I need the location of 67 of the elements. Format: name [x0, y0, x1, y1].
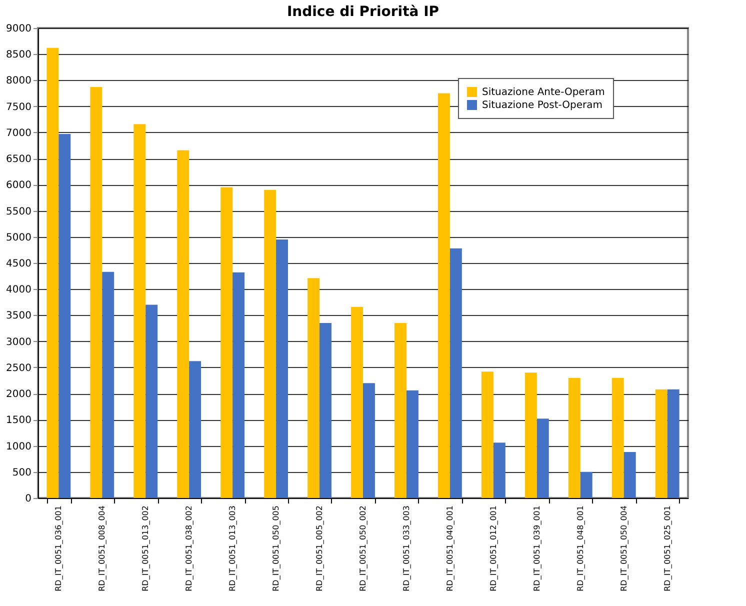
x-tick-label: RD_IT_0051_039_001 — [532, 506, 542, 592]
bar — [655, 389, 668, 498]
legend-label: Situazione Ante-Operam — [482, 87, 605, 98]
bar — [493, 442, 506, 498]
bar — [146, 304, 158, 498]
y-tick-label: 7000 — [6, 128, 32, 139]
x-tick-label: RD_IT_0051_050_002 — [358, 506, 368, 592]
x-tick-label: RD_IT_0051_008_004 — [98, 506, 107, 592]
x-tick-label: RD_IT_0051_013_002 — [141, 506, 150, 592]
bar — [406, 390, 418, 498]
bar — [536, 418, 549, 498]
bar — [232, 272, 245, 498]
y-tick-label: 1000 — [6, 441, 32, 452]
bar — [363, 383, 375, 498]
x-tick-label: RD_IT_0051_040_001 — [445, 506, 454, 592]
x-tick-label: RD_IT_0051_036_001 — [54, 506, 64, 592]
y-tick-label: 3500 — [6, 310, 32, 322]
x-tick-label: RD_IT_0051_050_005 — [272, 506, 281, 592]
x-tick-label: RD_IT_0051_005_002 — [315, 506, 324, 592]
y-tick-label: 8000 — [6, 76, 32, 87]
bar — [624, 452, 636, 498]
bar — [481, 372, 494, 498]
bar — [90, 87, 102, 498]
x-tick-label: RD_IT_0051_038_002 — [184, 506, 194, 592]
bar — [580, 472, 592, 498]
y-tick-label: 2000 — [6, 389, 32, 400]
chart-title: Indice di Priorità IP — [286, 4, 440, 20]
bar — [264, 190, 276, 498]
y-tick-label: 7500 — [6, 102, 32, 113]
bar — [320, 323, 332, 498]
y-tick-label: 4500 — [6, 258, 32, 270]
y-tick-label: 6000 — [6, 180, 32, 192]
y-tick-label: 500 — [12, 467, 32, 478]
bar — [524, 372, 537, 498]
bar — [189, 361, 202, 498]
y-tick-label: 6500 — [6, 154, 32, 166]
bar — [46, 48, 59, 498]
y-tick-label: 1500 — [6, 415, 32, 426]
bar — [667, 389, 680, 498]
y-tick-label: 5000 — [6, 232, 32, 244]
y-tick-label: 9000 — [6, 24, 32, 34]
y-tick-label: 5500 — [6, 206, 32, 218]
x-tick-label: RD_IT_0051_050_004 — [619, 506, 628, 592]
legend-label: Situazione Post-Operam — [482, 100, 602, 111]
bar — [134, 124, 146, 498]
bar — [612, 378, 624, 498]
bar — [450, 248, 462, 498]
bar — [220, 187, 233, 498]
x-tick-label: RD_IT_0051_033_003 — [402, 506, 411, 592]
bar — [351, 306, 363, 498]
x-tick-label: RD_IT_0051_013_003 — [228, 506, 238, 592]
y-tick-label: 8500 — [6, 50, 32, 61]
x-tick-label: RD_IT_0051_048_001 — [576, 506, 585, 592]
bar — [58, 134, 71, 498]
y-tick-label: 0 — [25, 494, 32, 504]
bar — [394, 323, 406, 498]
x-tick-label: RD_IT_0051_012_001 — [488, 506, 498, 592]
bar — [308, 278, 320, 498]
bar — [177, 150, 190, 498]
y-tick-label: 4000 — [6, 284, 32, 296]
x-tick-label: RD_IT_0051_025_001 — [662, 506, 672, 592]
y-tick-label: 3000 — [6, 336, 32, 348]
bar — [102, 272, 114, 498]
bar — [568, 378, 580, 498]
y-tick-label: 2500 — [6, 362, 32, 374]
bar — [438, 93, 450, 498]
bar — [276, 240, 288, 498]
